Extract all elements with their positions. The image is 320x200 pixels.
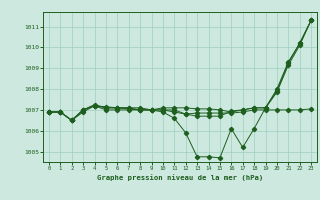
X-axis label: Graphe pression niveau de la mer (hPa): Graphe pression niveau de la mer (hPa) [97,174,263,181]
